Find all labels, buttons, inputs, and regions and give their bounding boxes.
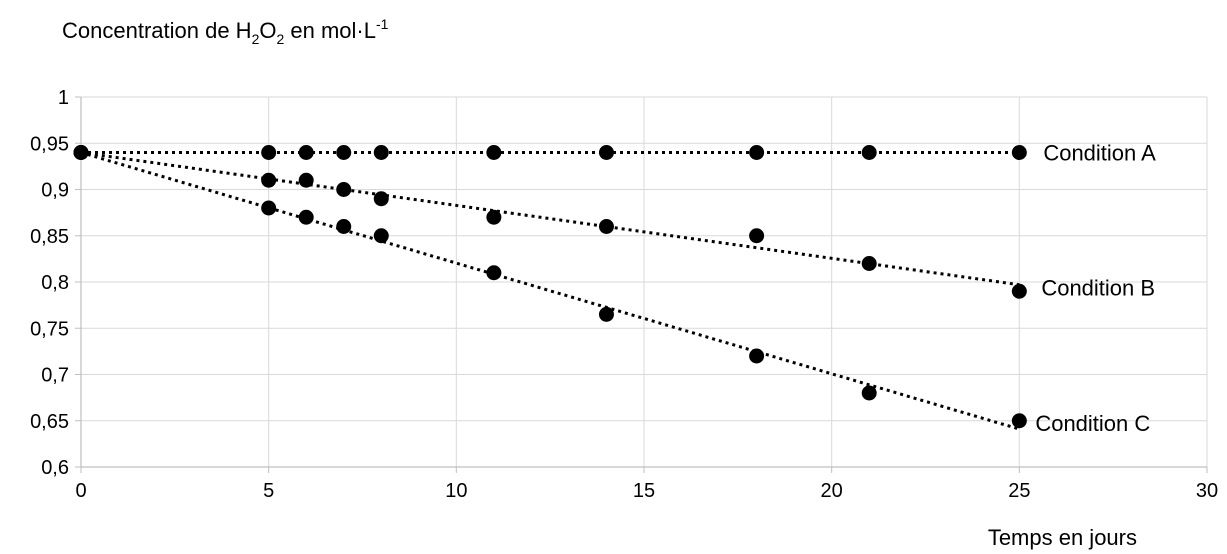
point-condition-c xyxy=(1011,413,1027,429)
point-condition-a xyxy=(336,145,352,160)
x-tick-label: 10 xyxy=(445,480,467,502)
point-condition-b xyxy=(261,172,277,188)
grid xyxy=(81,96,1208,467)
title-sup: -1 xyxy=(376,16,389,32)
title-main: Concentration de H xyxy=(62,18,252,43)
y-tick-label: 1 xyxy=(58,87,69,109)
y-tick-label: 0,75 xyxy=(30,318,69,340)
chart-title: Concentration de H2O2 en mol·L-1 xyxy=(62,16,389,47)
title-sub-1: 2 xyxy=(252,31,260,47)
point-condition-c xyxy=(749,348,765,364)
point-condition-c xyxy=(336,219,352,234)
series-label-condition-a: Condition A xyxy=(1043,141,1156,166)
point-condition-c xyxy=(486,265,502,281)
series-label-condition-c: Condition C xyxy=(1035,411,1150,436)
point-condition-b xyxy=(598,219,614,234)
series-label-condition-b: Condition B xyxy=(1041,275,1155,300)
y-tick-label: 0,9 xyxy=(41,180,69,202)
trendline-condition-c xyxy=(80,151,1020,431)
x-tick-label: 15 xyxy=(633,480,655,502)
point-condition-b xyxy=(373,191,389,207)
data-points xyxy=(73,145,1027,429)
point-condition-c xyxy=(261,200,277,216)
point-condition-c xyxy=(73,145,89,160)
point-condition-c xyxy=(373,228,389,244)
point-condition-b xyxy=(336,182,352,197)
point-condition-b xyxy=(298,172,314,188)
point-condition-b xyxy=(486,209,502,225)
x-tick-label: 20 xyxy=(821,480,843,502)
point-condition-c xyxy=(298,209,314,225)
point-condition-c xyxy=(598,306,614,322)
title-sub-2: 2 xyxy=(276,31,284,47)
y-tick-label: 0,7 xyxy=(41,365,69,387)
point-condition-c xyxy=(861,385,877,401)
y-tick-label: 0,85 xyxy=(30,226,69,248)
point-condition-b xyxy=(749,228,765,244)
point-condition-a xyxy=(373,145,389,160)
trendlines xyxy=(80,151,1020,431)
title-mid: O xyxy=(259,18,276,43)
y-tick-label: 0,6 xyxy=(41,457,69,479)
trendline-condition-b xyxy=(80,151,1020,287)
point-condition-a xyxy=(261,145,277,160)
y-tick-label: 0,95 xyxy=(30,133,69,155)
y-tick-label: 0,65 xyxy=(30,411,69,433)
point-condition-a xyxy=(861,145,877,160)
point-condition-a xyxy=(749,145,765,160)
point-condition-b xyxy=(1011,283,1027,299)
x-tick-label: 0 xyxy=(75,480,86,502)
point-condition-a xyxy=(298,145,314,160)
point-condition-a xyxy=(486,145,502,160)
point-condition-a xyxy=(598,145,614,160)
point-condition-a xyxy=(1011,145,1027,160)
series-labels: Condition A Condition B Condition C xyxy=(1035,141,1156,436)
point-condition-b xyxy=(861,256,877,271)
x-tick-label: 25 xyxy=(1008,480,1030,502)
x-tick-label: 30 xyxy=(1196,480,1218,502)
x-tick-label: 5 xyxy=(263,480,274,502)
title-tail: en mol·L xyxy=(284,18,376,43)
y-tick-label: 0,8 xyxy=(41,272,69,294)
x-axis-label: Temps en jours xyxy=(988,525,1137,550)
